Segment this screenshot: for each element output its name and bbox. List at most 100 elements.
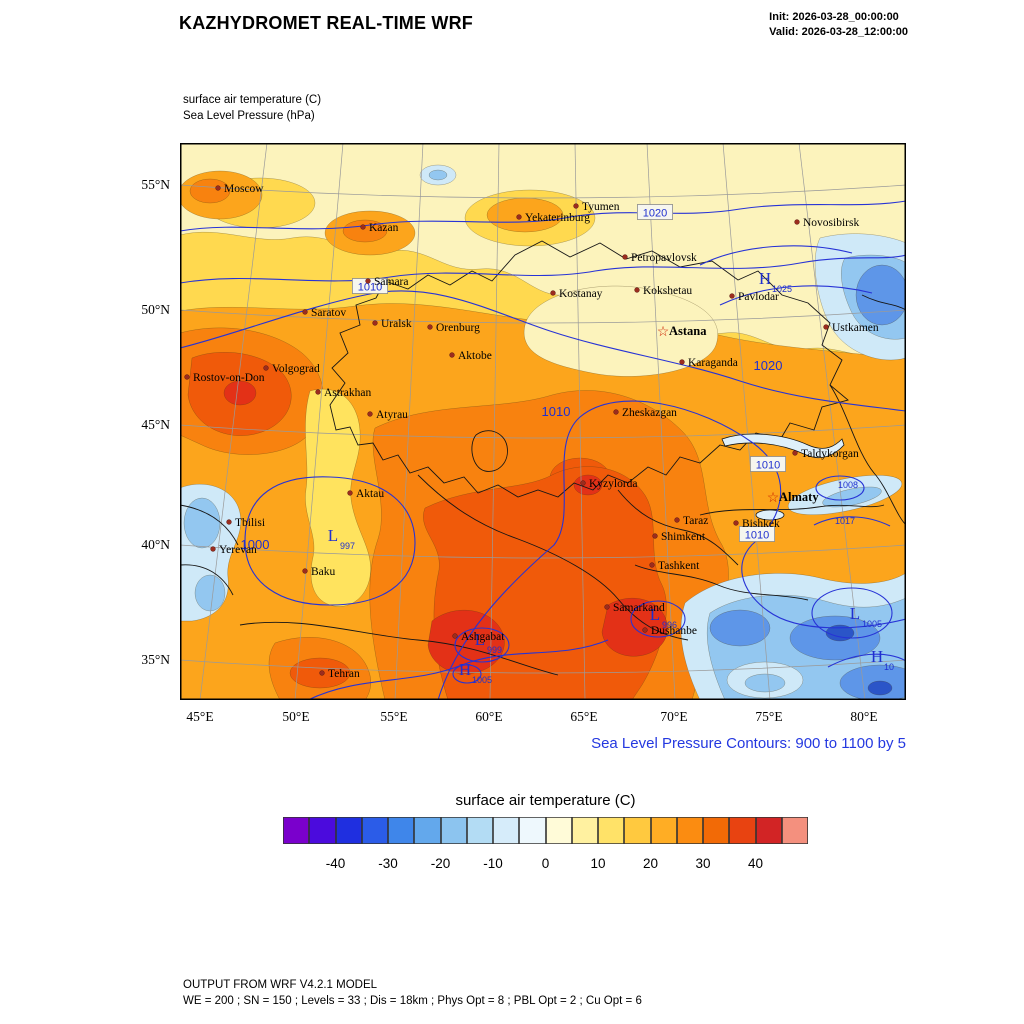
pressure-center-value: 1005 xyxy=(862,619,882,629)
colorbar-tick-label: -10 xyxy=(483,856,503,871)
city-dot-icon xyxy=(573,203,579,209)
city-dot-icon xyxy=(347,490,353,496)
pressure-label: 1010 xyxy=(739,526,776,542)
colorbar-tick-label: -20 xyxy=(430,856,451,871)
city-dot-icon xyxy=(302,568,308,574)
pressure-label: 1000 xyxy=(241,537,270,552)
colorbar xyxy=(283,817,808,844)
map-frame xyxy=(180,143,906,700)
city-label: Atyrau xyxy=(376,409,408,421)
field-title-pressure: Sea Level Pressure (hPa) xyxy=(183,110,315,123)
city-dot-icon xyxy=(452,633,458,639)
pressure-center-letter: L xyxy=(850,604,860,623)
city-label: Kokshetau xyxy=(643,285,692,297)
city-dot-icon xyxy=(427,324,433,330)
field-title-temperature: surface air temperature (C) xyxy=(183,94,322,106)
city-dot-icon xyxy=(823,324,829,330)
pressure-center-value: 10 xyxy=(884,662,894,672)
city-taraz: Taraz xyxy=(674,515,708,527)
city-volgograd: Volgograd xyxy=(263,363,320,375)
city-label: Tashkent xyxy=(658,560,700,572)
colorbar-segment-1 xyxy=(309,817,336,844)
city-dot-icon xyxy=(792,450,798,456)
city-aktobe: Aktobe xyxy=(449,350,492,362)
city-dot-icon xyxy=(580,480,586,486)
lon-tick-label: 50°E xyxy=(282,709,310,724)
valid-time: Valid: 2026-03-28_12:00:00 xyxy=(769,26,908,39)
pressure-center-letter: L xyxy=(475,630,485,649)
capital-star-icon: ☆ xyxy=(767,489,780,505)
colorbar-title: surface air temperature (C) xyxy=(455,792,636,809)
city-label: Aktau xyxy=(356,488,384,500)
city-kokshetau: Kokshetau xyxy=(634,285,692,297)
city-label: Shimkent xyxy=(661,531,706,543)
city-dot-icon xyxy=(652,533,658,539)
city-dot-icon xyxy=(613,409,619,415)
city-dot-icon xyxy=(367,411,373,417)
city-label: Volgograd xyxy=(272,363,320,375)
city-tashkent: Tashkent xyxy=(649,560,700,572)
city-label: Kazan xyxy=(369,222,399,234)
lat-tick-label: 40°N xyxy=(141,537,170,552)
city-rostov-on-don: Rostov-on-Don xyxy=(184,372,265,384)
city-label: Astana xyxy=(669,324,707,338)
city-samara: Samara xyxy=(365,276,408,288)
city-uralsk: Uralsk xyxy=(372,318,412,330)
city-dot-icon xyxy=(729,293,735,299)
isobar-label: 1008 xyxy=(838,480,858,490)
city-dot-icon xyxy=(679,359,685,365)
city-dot-icon xyxy=(302,309,308,315)
colorbar-segment-12 xyxy=(598,817,625,844)
city-petropavlovsk: Petropavlovsk xyxy=(622,252,697,264)
page-title: KAZHYDROMET REAL-TIME WRF xyxy=(179,13,473,33)
city-astrakhan: Astrakhan xyxy=(315,387,372,399)
city-ustkamen: Ustkamen xyxy=(823,322,879,334)
city-yekaterinburg: Yekaterinburg xyxy=(516,212,590,224)
pressure-center-value: 999 xyxy=(487,645,502,655)
city-label: Petropavlovsk xyxy=(631,252,697,264)
city-dot-icon xyxy=(365,278,371,284)
colorbar-segment-0 xyxy=(283,817,310,844)
field-titles: surface air temperature (C) Sea Level Pr… xyxy=(183,92,321,124)
footer: OUTPUT FROM WRF V4.2.1 MODEL WE = 200 ; … xyxy=(183,977,642,1009)
city-dot-icon xyxy=(642,627,648,633)
init-time: Init: 2026-03-28_00:00:00 xyxy=(769,11,899,23)
city-label: Samarkand xyxy=(613,602,665,614)
pressure-label: 1017 xyxy=(835,516,855,526)
pressure-center-letter: L xyxy=(650,605,660,624)
colorbar-segment-9 xyxy=(519,817,546,844)
colorbar-segment-16 xyxy=(703,817,730,844)
city-label: Baku xyxy=(311,566,336,578)
isobar-label-box xyxy=(351,278,388,294)
isobar-label-box xyxy=(750,456,787,472)
colorbar-segment-4 xyxy=(388,817,415,844)
pressure-labels-layer: 1020101010201010101010101000H1025L997L99… xyxy=(241,204,894,685)
weather-map: 1020101010201010101010101000H1025L997L99… xyxy=(180,143,906,700)
city-dot-icon xyxy=(604,604,610,610)
city-label: Taraz xyxy=(683,515,708,527)
city-label: Pavlodar xyxy=(738,291,779,303)
pressure-label: 1020 xyxy=(636,204,673,220)
city-dot-icon xyxy=(215,185,221,191)
contour-interval-note: Sea Level Pressure Contours: 900 to 1100… xyxy=(591,735,906,752)
city-atyrau: Atyrau xyxy=(367,409,408,421)
colorbar-segment-13 xyxy=(624,817,651,844)
pressure-label: 1010 xyxy=(351,278,388,294)
city-almaty: ☆ Almaty xyxy=(767,489,820,505)
capital-star-icon: ☆ xyxy=(657,323,670,339)
lon-tick-label: 80°E xyxy=(850,709,878,724)
isobar-label-box xyxy=(739,526,776,542)
city-label: Kyzylorda xyxy=(589,478,638,490)
city-bishkek: Bishkek xyxy=(733,518,780,530)
lat-tick-label: 35°N xyxy=(141,652,170,667)
isobar-label: 1020 xyxy=(754,358,783,373)
lat-tick-label: 55°N xyxy=(141,177,170,192)
city-dot-icon xyxy=(360,224,366,230)
pressure-center-letter: L xyxy=(328,526,338,545)
city-samarkand: Samarkand xyxy=(604,602,665,614)
